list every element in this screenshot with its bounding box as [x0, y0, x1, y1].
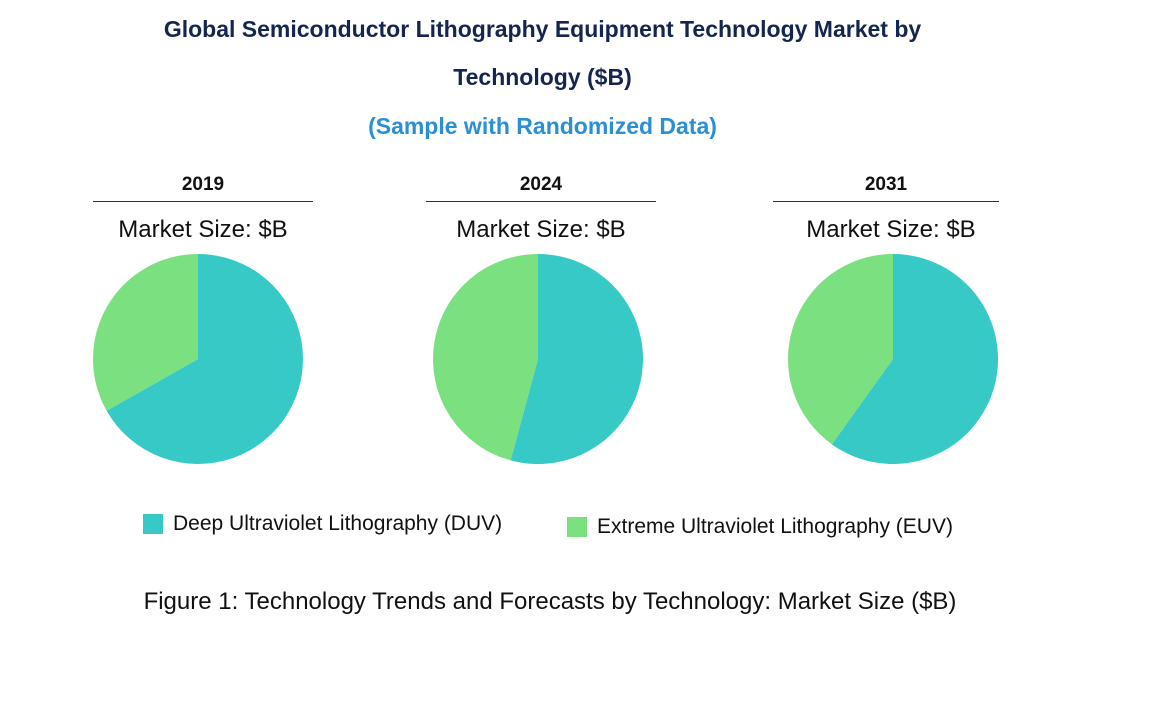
pie-label-2024: Market Size: $B — [456, 216, 626, 243]
figure-caption: Figure 1: Technology Trends and Forecast… — [143, 588, 957, 615]
pie-slice-2024-euv — [433, 254, 538, 461]
legend-item-euv: Extreme Ultraviolet Lithography (EUV) — [567, 515, 953, 539]
pie-slice-2031-duv — [831, 254, 998, 464]
pie-slice-2031-euv — [788, 254, 893, 445]
pie-chart-2024 — [433, 254, 643, 464]
legend-label-euv: Extreme Ultraviolet Lithography (EUV) — [597, 515, 953, 538]
pie-label-2019: Market Size: $B — [118, 216, 288, 243]
pie-year-2031: 2031 — [773, 174, 999, 202]
legend-swatch-euv — [567, 517, 587, 537]
pie-chart-2031 — [788, 254, 998, 464]
pie-slice-2019-duv — [106, 254, 303, 464]
pie-year-2019: 2019 — [93, 174, 313, 202]
chart-title-line1: Global Semiconductor Lithography Equipme… — [163, 16, 922, 42]
legend-label-duv: Deep Ultraviolet Lithography (DUV) — [173, 512, 503, 535]
pie-slice-2019-euv — [92, 254, 198, 411]
chart-title-line2: Technology ($B) — [453, 64, 632, 90]
pie-year-2024: 2024 — [426, 174, 656, 202]
chart-subtitle: (Sample with Randomized Data) — [368, 113, 717, 139]
pie-label-2031: Market Size: $B — [806, 216, 976, 243]
legend-item-duv: Deep Ultraviolet Lithography (DUV) — [143, 512, 502, 536]
legend-swatch-duv — [143, 514, 163, 534]
pie-slice-2024-duv — [510, 254, 643, 464]
pie-chart-2019 — [92, 254, 303, 464]
